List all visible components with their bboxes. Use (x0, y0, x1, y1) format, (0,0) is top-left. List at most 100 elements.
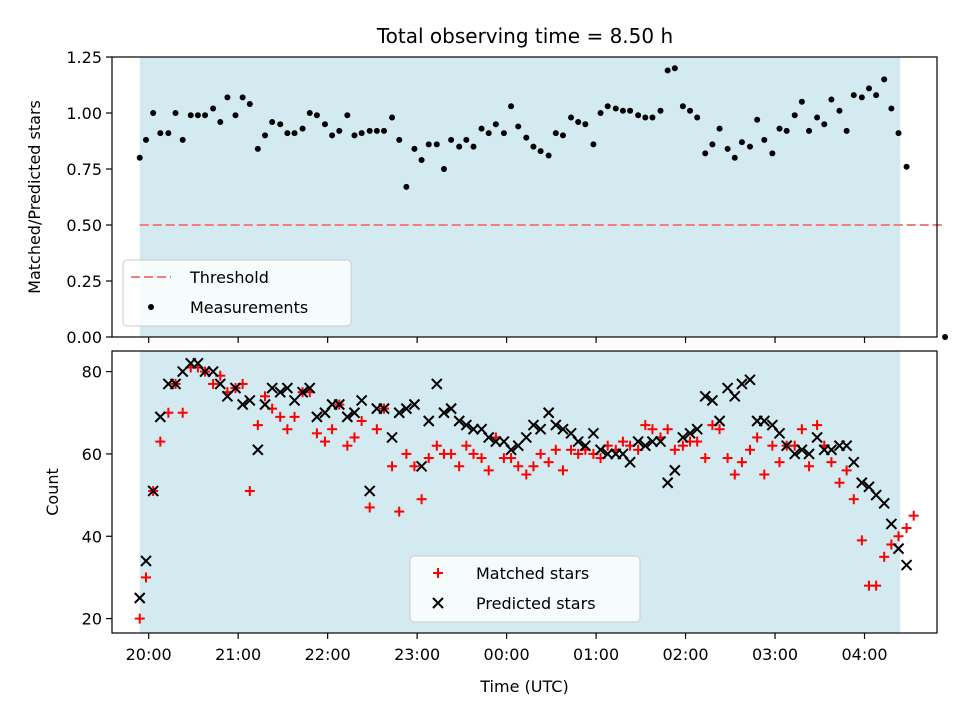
cross-b (729, 390, 741, 402)
matched-star-point (134, 613, 145, 624)
predicted-star-point (281, 382, 294, 394)
matched-star-point (543, 457, 554, 468)
matched-star-point (722, 453, 733, 464)
cross-b (706, 394, 719, 407)
predicted-star-point (661, 477, 674, 489)
matched-star-point (617, 436, 628, 447)
cross-b (736, 378, 748, 390)
matched-star-point (468, 448, 479, 459)
measurement-point (433, 141, 440, 148)
predicted-star-point (550, 419, 562, 431)
predicted-star-point (341, 411, 354, 423)
plot-frame (111, 350, 938, 634)
predicted-star-point (811, 431, 823, 444)
predicted-star-point (691, 423, 703, 435)
measurement-point (702, 150, 709, 157)
cross-b (296, 386, 309, 398)
measurement-point (508, 103, 515, 110)
cross-b (677, 431, 689, 444)
cross-b (333, 398, 345, 411)
cross-b (780, 439, 793, 452)
cross-b (483, 431, 495, 444)
cross-b (766, 419, 779, 431)
measurement-point (619, 107, 626, 114)
cross-b (214, 378, 226, 390)
predicted-star-point (134, 592, 146, 604)
cross-b (266, 382, 278, 394)
measurement-point (798, 98, 805, 105)
cross-b (423, 415, 435, 427)
measurement-point (649, 114, 656, 121)
predicted-star-point (140, 555, 152, 567)
predicted-star-point (229, 382, 242, 394)
matched-star-point (454, 461, 465, 472)
legend-bottom: Matched stars Predicted stars (409, 555, 641, 623)
predicted-star-point (789, 448, 801, 460)
measurement-point (664, 67, 671, 74)
cross-b (229, 382, 242, 394)
cross-b (773, 427, 786, 440)
measurement-point (336, 127, 343, 134)
predicted-star-point (557, 423, 569, 435)
legend-top: Threshold Measurements (122, 259, 352, 327)
measurement-point (239, 94, 246, 101)
cross-b (311, 411, 323, 423)
cross-b (669, 464, 681, 477)
measurement-point (351, 132, 358, 139)
measurement-point (232, 112, 239, 119)
matched-star-point (416, 494, 427, 505)
cross-b (408, 398, 421, 411)
matched-star-point (319, 436, 330, 447)
predicted-star-point (296, 386, 309, 398)
measurement-point (530, 143, 537, 150)
predicted-star-point (684, 427, 696, 440)
matched-star-point (342, 440, 353, 451)
predicted-star-point (214, 378, 226, 390)
predicted-star-point (624, 456, 636, 468)
matched-star-point (826, 457, 837, 468)
measurement-point (679, 103, 686, 110)
cross-b (236, 398, 249, 411)
matched-star-point (394, 506, 405, 517)
predicted-star-point (878, 497, 890, 510)
measurement-point (895, 130, 902, 137)
y-axis-label: Count (43, 468, 62, 516)
measurement-point (269, 118, 276, 125)
predicted-star-point (900, 559, 913, 571)
matched-star-point (759, 469, 770, 480)
legend-predicted-label: Predicted stars (476, 594, 596, 613)
y-tick-label: 1.25 (66, 48, 102, 67)
cross-b (699, 390, 711, 402)
legend-measurements-label: Measurements (190, 298, 308, 317)
cross-b (565, 427, 577, 440)
legend-matched-label: Matched stars (476, 564, 589, 583)
predicted-star-point (520, 431, 532, 444)
predicted-star-point (534, 423, 547, 435)
measurement-point (202, 112, 209, 119)
matched-star-point (387, 461, 398, 472)
measurement-point (903, 163, 910, 170)
predicted-star-point (355, 394, 368, 407)
matched-star-point (275, 411, 286, 422)
matched-star-point (252, 420, 263, 431)
measurement-point (731, 154, 738, 161)
cross-b (691, 423, 703, 435)
measurement-point (456, 143, 463, 150)
measurement-point (738, 139, 745, 146)
cross-b (400, 402, 413, 415)
predicted-star-point (505, 444, 517, 456)
measurement-point (492, 121, 499, 128)
cross-b (244, 394, 256, 407)
y-tick-label: 0.50 (66, 216, 102, 235)
matched-star-point (669, 444, 680, 455)
measurement-point (515, 123, 522, 130)
cross-b (632, 435, 644, 448)
predicted-star-point (400, 402, 413, 415)
cross-b (355, 394, 368, 407)
predicted-star-point (699, 390, 711, 402)
measurement-point (843, 127, 850, 134)
measurement-point (806, 127, 813, 134)
legend-box (122, 259, 352, 327)
matched-star-point (349, 432, 360, 443)
cross-b (438, 407, 450, 419)
